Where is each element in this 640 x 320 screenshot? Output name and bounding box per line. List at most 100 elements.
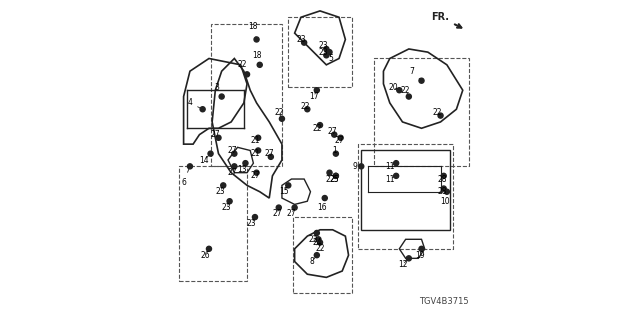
Text: 9: 9: [353, 162, 361, 171]
Circle shape: [441, 173, 446, 178]
Text: 15: 15: [278, 187, 289, 196]
Circle shape: [301, 40, 307, 45]
Circle shape: [255, 148, 260, 153]
Circle shape: [406, 94, 412, 99]
Circle shape: [285, 183, 291, 188]
Text: 26: 26: [201, 251, 211, 260]
Circle shape: [232, 164, 237, 169]
Circle shape: [419, 246, 424, 252]
Circle shape: [314, 88, 319, 93]
Circle shape: [252, 215, 257, 220]
Circle shape: [208, 151, 213, 156]
Circle shape: [406, 256, 412, 261]
Text: 16: 16: [317, 198, 326, 212]
Circle shape: [324, 53, 329, 58]
Bar: [358, 144, 453, 249]
Text: 23: 23: [296, 35, 306, 44]
Bar: [361, 150, 450, 230]
Circle shape: [254, 37, 259, 42]
Circle shape: [333, 173, 339, 178]
Text: 10: 10: [440, 192, 450, 206]
Text: 27: 27: [328, 127, 337, 136]
Text: 25: 25: [330, 174, 339, 184]
Text: 27: 27: [250, 172, 260, 180]
Text: 27: 27: [211, 130, 220, 139]
Circle shape: [268, 154, 273, 159]
Text: 27: 27: [273, 209, 282, 219]
Text: 12: 12: [397, 260, 407, 269]
Text: 23: 23: [247, 219, 257, 228]
Circle shape: [441, 186, 446, 191]
Circle shape: [276, 205, 282, 210]
Text: 1: 1: [332, 146, 337, 155]
Circle shape: [332, 132, 337, 137]
Text: 23: 23: [318, 41, 328, 50]
Circle shape: [419, 78, 424, 83]
Circle shape: [338, 135, 343, 140]
Circle shape: [333, 173, 339, 178]
Text: 22: 22: [237, 60, 247, 74]
Circle shape: [314, 230, 319, 236]
Text: 13: 13: [237, 165, 247, 174]
Text: 4: 4: [188, 99, 200, 108]
Bar: [288, 17, 352, 87]
Circle shape: [255, 135, 260, 140]
Text: 18: 18: [252, 51, 261, 65]
Text: 11: 11: [385, 162, 394, 171]
Bar: [374, 59, 469, 166]
Circle shape: [333, 151, 339, 156]
Text: 2: 2: [326, 174, 330, 184]
Text: 27: 27: [264, 149, 274, 158]
Text: 14: 14: [200, 156, 209, 164]
Text: 22: 22: [274, 108, 284, 117]
Circle shape: [394, 161, 399, 166]
Text: 28: 28: [437, 174, 447, 184]
Circle shape: [394, 173, 399, 178]
Circle shape: [324, 46, 329, 52]
Text: 23: 23: [215, 187, 225, 196]
Text: TGV4B3715: TGV4B3715: [419, 297, 469, 306]
Text: 8: 8: [310, 257, 315, 266]
Circle shape: [438, 113, 443, 118]
Circle shape: [322, 196, 327, 201]
Circle shape: [292, 205, 297, 210]
Text: 22: 22: [401, 86, 410, 95]
Text: 28: 28: [437, 187, 447, 196]
Circle shape: [358, 164, 364, 169]
Text: 24: 24: [312, 238, 322, 247]
Text: 23: 23: [221, 203, 231, 212]
Circle shape: [280, 116, 284, 121]
Text: 22: 22: [301, 101, 310, 111]
Text: 19: 19: [415, 251, 425, 260]
Circle shape: [444, 189, 449, 194]
Circle shape: [200, 107, 205, 112]
Circle shape: [244, 72, 250, 77]
Circle shape: [397, 88, 402, 93]
Text: 27: 27: [228, 146, 237, 155]
Circle shape: [221, 183, 226, 188]
Circle shape: [305, 107, 310, 112]
Text: 7: 7: [410, 67, 420, 79]
Circle shape: [327, 50, 332, 55]
Text: 17: 17: [309, 92, 319, 101]
Text: 21: 21: [250, 136, 260, 146]
Text: 27: 27: [334, 136, 344, 146]
Circle shape: [317, 240, 323, 245]
Circle shape: [232, 151, 237, 156]
Text: 21: 21: [250, 149, 260, 158]
Text: 27: 27: [287, 209, 296, 219]
Text: 22: 22: [433, 108, 442, 117]
Circle shape: [227, 199, 232, 204]
Text: 18: 18: [248, 22, 258, 37]
Text: 3: 3: [214, 83, 221, 97]
Circle shape: [243, 161, 248, 166]
Circle shape: [188, 164, 193, 169]
Text: 22: 22: [309, 235, 319, 244]
Circle shape: [317, 123, 323, 128]
Bar: [293, 217, 352, 293]
Text: 11: 11: [385, 174, 394, 184]
Bar: [179, 166, 247, 281]
Circle shape: [216, 135, 221, 140]
Circle shape: [254, 170, 259, 175]
Circle shape: [316, 237, 321, 242]
